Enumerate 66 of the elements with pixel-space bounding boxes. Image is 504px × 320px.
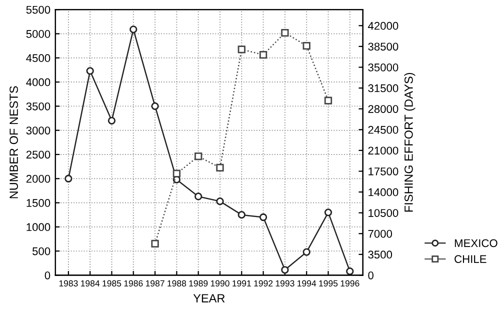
x-tick-label: 1984 (81, 280, 100, 286)
x-axis-title: YEAR (193, 294, 225, 302)
y-tick-label: 2000 (26, 174, 50, 183)
x-tick-label: 1995 (319, 280, 338, 286)
x-tick-label: 1983 (59, 280, 78, 286)
point (324, 208, 332, 216)
y-tick-label: 3500 (26, 102, 50, 110)
point (281, 28, 289, 37)
point (130, 26, 138, 34)
x-tick-label: 1988 (168, 280, 186, 286)
y-tick-label: 5500 (26, 6, 50, 14)
y-axis-title: NUMBER OF NESTS (10, 86, 18, 198)
x-tick-label: 1993 (276, 280, 294, 286)
x-tick-label: 1991 (232, 280, 251, 286)
point (238, 211, 246, 219)
y-tick-label: 3000 (26, 126, 50, 134)
legend-label: MEXICO (454, 239, 498, 248)
x-tick-label: 1989 (189, 280, 208, 286)
y2-tick-label: 7000 (368, 230, 392, 238)
point (259, 213, 268, 222)
x-tick-label: 1990 (210, 280, 230, 286)
y2-tick-label: 17500 (368, 167, 398, 176)
point (86, 67, 94, 75)
y2-tick-label: 21000 (368, 146, 398, 155)
y-tick-label: 5000 (26, 30, 50, 38)
y2-tick-label: 31500 (368, 84, 398, 92)
point (302, 248, 310, 256)
point (108, 116, 116, 124)
point (194, 192, 202, 200)
y2-tick-label: 42000 (368, 22, 398, 30)
x-tick-label: 1996 (340, 280, 360, 286)
y2-tick-label: 24500 (368, 126, 398, 134)
point (194, 152, 202, 160)
y-tick-label: 1500 (26, 199, 50, 207)
y-tick-label: 2500 (26, 150, 50, 159)
point (346, 268, 354, 276)
point (302, 42, 310, 50)
point (216, 197, 224, 206)
y2-tick-label: 28000 (368, 105, 398, 113)
y-tick-label: 1000 (26, 223, 50, 232)
y2-tick-label: 0 (368, 271, 374, 280)
legend-label: CHILE (454, 255, 486, 264)
point (281, 266, 289, 274)
x-tick-label: 1992 (254, 280, 273, 286)
y2-tick-label: 14000 (368, 188, 398, 196)
point (216, 164, 224, 172)
point (151, 102, 159, 110)
point (64, 174, 72, 182)
y2-tick-label: 38500 (368, 42, 398, 51)
y2-tick-label: 35000 (368, 64, 398, 72)
y2-tick-label: 3500 (368, 250, 392, 259)
y-tick-label: 4500 (26, 54, 50, 62)
y-tick-label: 500 (32, 247, 50, 256)
point (238, 46, 246, 54)
point (259, 50, 268, 59)
x-tick-label: 1987 (146, 280, 164, 286)
point (324, 96, 332, 104)
x-tick-label: 1986 (124, 280, 143, 286)
x-tick-label: 1985 (102, 280, 122, 286)
y2-tick-label: 10500 (368, 209, 398, 217)
y-tick-label: 0 (44, 271, 50, 280)
point (172, 170, 181, 178)
point (151, 240, 159, 248)
y-tick-label: 4000 (26, 78, 50, 86)
x-tick-label: 1994 (298, 280, 316, 286)
y2-axis-title: FISHING EFFORT (DAYS) (404, 72, 416, 212)
